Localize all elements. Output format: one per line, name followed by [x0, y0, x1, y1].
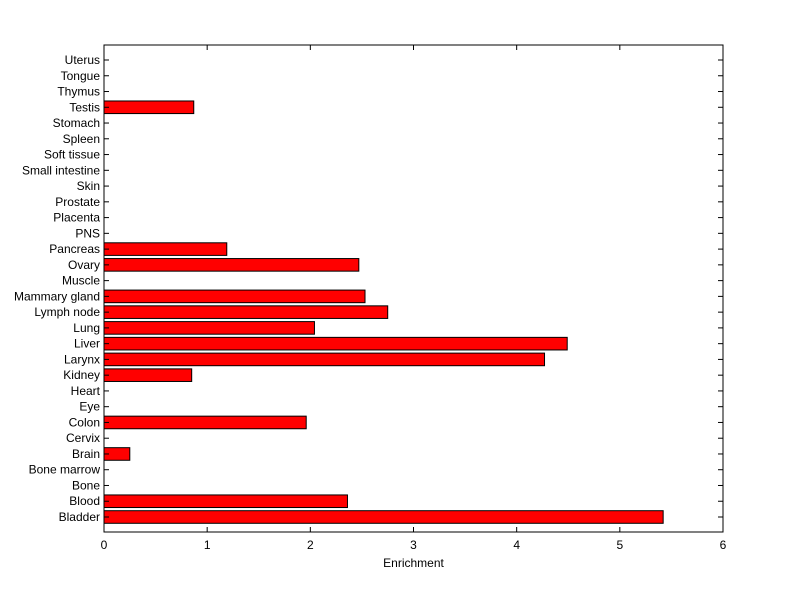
category-label: Mammary gland	[14, 289, 100, 303]
category-label: Testis	[69, 100, 100, 114]
bar-mammary-gland	[103, 289, 366, 304]
x-tick-label: 1	[204, 538, 211, 552]
x-axis-label: Enrichment	[383, 556, 444, 570]
bar-ovary	[103, 258, 360, 272]
bar-larynx	[103, 352, 546, 367]
category-label: Liver	[74, 337, 100, 351]
category-label: Kidney	[63, 368, 100, 382]
category-label: Eye	[79, 400, 100, 414]
bar-bladder	[103, 510, 664, 524]
category-label: Cervix	[66, 431, 100, 445]
category-label: Skin	[77, 179, 100, 193]
category-label: Muscle	[62, 274, 100, 288]
bar-lung	[103, 321, 315, 335]
category-label: Tongue	[61, 69, 101, 83]
category-label: Stomach	[53, 116, 100, 130]
plot-frame	[103, 44, 724, 533]
bar-testis	[103, 100, 195, 115]
category-label: Bladder	[59, 510, 100, 524]
category-label: Lymph node	[34, 305, 100, 319]
category-label: PNS	[75, 226, 100, 240]
x-tick-label: 3	[410, 538, 417, 552]
category-label: Bone	[72, 478, 100, 492]
category-label: Bone marrow	[29, 463, 101, 477]
x-tick-label: 5	[616, 538, 623, 552]
category-label: Lung	[73, 321, 100, 335]
category-label: Uterus	[65, 53, 100, 67]
x-tick-label: 6	[720, 538, 727, 552]
x-tick-labels: 0 1 2 3 4 5 6	[101, 538, 727, 552]
bar-kidney	[103, 368, 193, 382]
category-label: Soft tissue	[44, 148, 100, 162]
category-label: Larynx	[64, 352, 100, 366]
bars-group	[103, 100, 664, 524]
category-label: Colon	[69, 415, 100, 429]
bar-liver	[103, 336, 568, 351]
category-label: Blood	[69, 494, 100, 508]
x-tick-label: 4	[513, 538, 520, 552]
category-label: Pancreas	[49, 242, 100, 256]
category-label: Thymus	[57, 85, 100, 99]
bar-colon	[103, 415, 307, 430]
category-label: Brain	[72, 447, 100, 461]
category-label: Placenta	[53, 211, 100, 225]
x-tick-label: 0	[101, 538, 108, 552]
category-label: Spleen	[63, 132, 100, 146]
bar-pancreas	[103, 242, 228, 256]
category-label: Heart	[71, 384, 101, 398]
category-label: Ovary	[68, 258, 100, 272]
category-label: Small intestine	[22, 163, 100, 177]
x-tick-label: 2	[307, 538, 314, 552]
bar-lymph-node	[103, 305, 389, 319]
bar-blood	[103, 494, 348, 509]
ticks-group	[103, 45, 724, 532]
category-label: Prostate	[55, 195, 100, 209]
